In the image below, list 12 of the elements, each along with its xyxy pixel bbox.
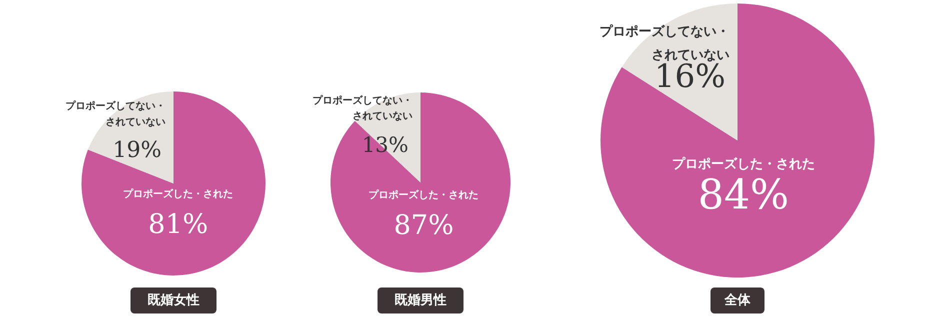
data-label: 84% (698, 170, 790, 219)
text: 全体 (724, 293, 752, 308)
data-label: 81% (148, 208, 208, 240)
data-label: 19% (112, 138, 162, 164)
text: 既婚男性 (394, 293, 446, 308)
text: 既婚女性 (148, 293, 200, 308)
slice-label: プロポーズしてない・されていない (66, 100, 166, 128)
data-label: 87% (394, 210, 454, 241)
slice-label: プロポーズしてない・されていない (312, 94, 412, 122)
slice-label: プロポーズした・された (672, 156, 815, 172)
slice-label: プロポーズした・された (368, 188, 479, 201)
slice-label: プロポーズした・された (123, 188, 234, 200)
